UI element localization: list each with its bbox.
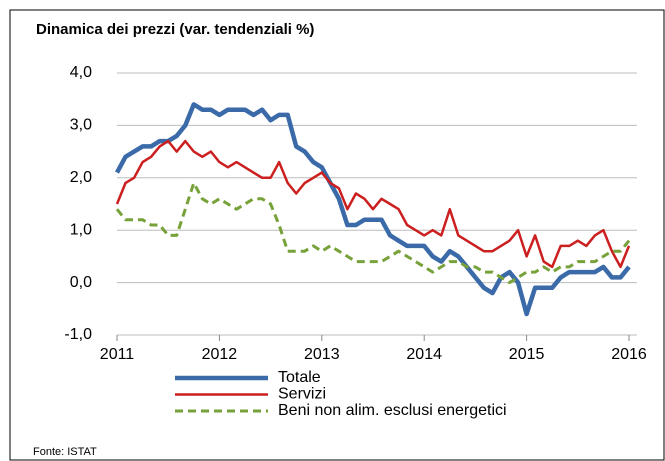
frame (9, 9, 665, 461)
source: Fonte: ISTAT (33, 446, 97, 458)
y-tick-label: 4,0 (70, 64, 92, 81)
y-tick-label: 2,0 (70, 169, 92, 186)
legend-label: Beni non alim. esclusi energetici (278, 402, 507, 419)
legend-label: Servizi (278, 386, 326, 403)
y-tick-label: 1,0 (70, 221, 92, 238)
y-tick-label: -1,0 (64, 326, 92, 343)
series-line (115, 102, 631, 317)
x-tick-label: 2013 (304, 346, 340, 363)
x-tick-label: 2012 (202, 346, 238, 363)
y-tick-label: 3,0 (70, 117, 92, 134)
legend-label: Totale (278, 369, 321, 386)
y-tick-label: 0,0 (70, 274, 92, 291)
x-tick-label: 2015 (509, 346, 545, 363)
x-tick-label: 2011 (100, 346, 135, 363)
series-line (115, 181, 631, 285)
series-line (115, 139, 631, 269)
chart-title: Dinamica dei prezzi (var. tendenziali %) (36, 21, 314, 38)
x-tick-label: 2016 (611, 346, 647, 363)
x-tick-label: 2014 (406, 346, 442, 363)
